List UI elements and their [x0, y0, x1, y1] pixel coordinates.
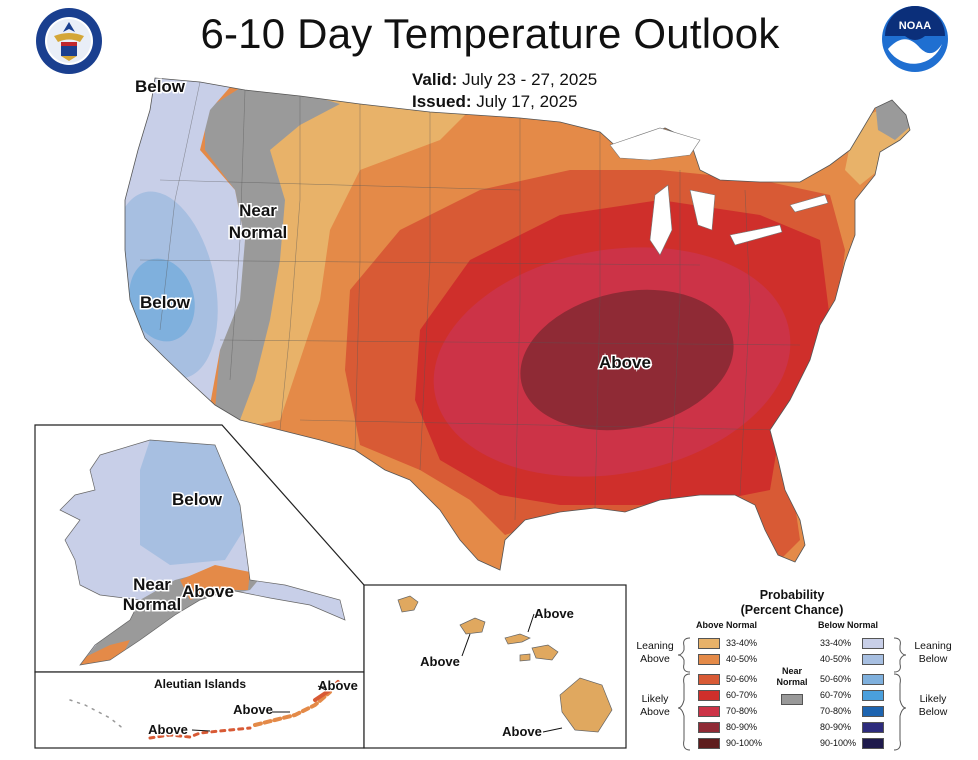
legend-likely-above: Likely Above [632, 693, 678, 719]
legend-above-swatch-7 [698, 738, 720, 749]
legend-near-normal-label: Near Normal [772, 666, 812, 688]
legend-title-line2: (Percent Chance) [740, 603, 844, 617]
legend-leaning-above: Leaning Above [632, 640, 678, 666]
hawaii-islands [397, 595, 613, 733]
legend-likely-below: Likely Below [908, 693, 958, 719]
zone-33-40-above-west [230, 90, 470, 430]
legend-above-label-2: 40-50% [726, 654, 758, 664]
aleutian-label-above-1: Above [318, 678, 358, 693]
legend-above-label-6: 80-90% [726, 722, 758, 732]
legend: Probability (Percent Chance) Above Norma… [632, 586, 972, 752]
legend-near-line2: Normal [776, 677, 808, 687]
legend-above-swatch-4 [698, 690, 720, 701]
alaska-label-below: Below [172, 490, 223, 509]
label-near-normal-line2: Normal [229, 223, 288, 242]
label-above-center: Above [599, 353, 651, 372]
legend-title-line1: Probability [759, 588, 825, 602]
valid-label: Valid: [412, 70, 458, 89]
legend-leaning-below-line2: Below [918, 653, 948, 665]
legend-below-swatch-6 [862, 722, 884, 733]
legend-likely-above-line1: Likely [641, 693, 669, 705]
legend-below-label-7: 90-100% [820, 738, 857, 748]
state-borders [139, 81, 801, 521]
aleutian-title: Aleutian Islands [154, 677, 246, 691]
legend-above-swatch-3 [698, 674, 720, 685]
legend-above-label-5: 70-80% [726, 706, 758, 716]
legend-below-header: Below Normal [818, 620, 879, 630]
legend-likely-below-line1: Likely [919, 693, 947, 705]
map-title: 6-10 Day Temperature Outlook [200, 10, 780, 57]
legend-below-swatch-7 [862, 738, 884, 749]
legend-above-swatch-2 [698, 654, 720, 665]
legend-above-label-3: 50-60% [726, 674, 758, 684]
valid-dates: July 23 - 27, 2025 [462, 70, 598, 89]
legend-leaning-below-line1: Leaning [914, 640, 952, 652]
legend-below-swatch-4 [862, 690, 884, 701]
noaa-logo-icon: NOAA [882, 6, 948, 72]
legend-above-swatch-1 [698, 638, 720, 649]
legend-leaning-below: Leaning Below [908, 640, 958, 666]
hawaii-label-above-3: Above [502, 724, 542, 739]
aleutian-islands [69, 680, 340, 740]
alaska-label-above: Above [182, 582, 234, 601]
legend-likely-above-line2: Above [640, 706, 670, 718]
label-near-normal-line1: Near [239, 201, 277, 220]
issued-label: Issued: [412, 92, 472, 111]
aleutian-label-above-2: Above [233, 702, 273, 717]
legend-above-label-1: 33-40% [726, 638, 758, 648]
department-of-commerce-seal-icon [36, 8, 102, 74]
legend-likely-below-line2: Below [918, 706, 948, 718]
legend-near-line1: Near [781, 666, 802, 676]
legend-leaning-above-line2: Above [640, 653, 670, 665]
hawaii-label-arrows [461, 613, 563, 733]
issued-date: July 17, 2025 [476, 92, 578, 111]
alaska-zone-40-50-below [140, 440, 250, 565]
legend-above-swatch-6 [698, 722, 720, 733]
noaa-logo-text: NOAA [899, 20, 931, 32]
legend-below-swatch-3 [862, 674, 884, 685]
legend-below-label-1: 33-40% [820, 638, 852, 648]
legend-below-swatch-1 [862, 638, 884, 649]
legend-above-header: Above Normal [696, 620, 758, 630]
hawaii-label-above-2: Above [420, 654, 460, 669]
issued-line: Issued: July 17, 2025 [412, 92, 577, 112]
label-below-northwest: Below [135, 77, 186, 96]
legend-below-label-4: 60-70% [820, 690, 852, 700]
great-lakes [609, 127, 829, 256]
legend-below-label-2: 40-50% [820, 654, 852, 664]
alaska-zone-near-normal [80, 568, 260, 665]
legend-above-label-4: 60-70% [726, 690, 758, 700]
legend-below-label-3: 50-60% [820, 674, 852, 684]
alaska-zone-40-50-above [180, 565, 250, 600]
valid-line: Valid: July 23 - 27, 2025 [412, 70, 597, 90]
zone-80-90-above [520, 289, 734, 431]
alaska-outline [59, 439, 346, 666]
legend-braces [677, 637, 907, 751]
zone-near-normal [205, 85, 340, 420]
legend-below-swatch-5 [862, 706, 884, 717]
zone-50-60-below [129, 258, 195, 342]
alaska-label-near-line2: Normal [123, 595, 182, 614]
legend-below-swatch-2 [862, 654, 884, 665]
hawaii-label-above-1: Above [534, 606, 574, 621]
legend-below-label-5: 70-80% [820, 706, 852, 716]
label-below-california: Below [140, 293, 191, 312]
aleutian-label-above-3: Above [148, 722, 188, 737]
legend-below-label-6: 80-90% [820, 722, 852, 732]
alaska-label-near-line1: Near [133, 575, 171, 594]
legend-leaning-above-line1: Leaning [636, 640, 674, 652]
legend-above-label-7: 90-100% [726, 738, 763, 748]
legend-above-swatch-5 [698, 706, 720, 717]
aleutian-label-arrows [191, 685, 327, 732]
legend-near-normal-swatch [781, 694, 803, 705]
